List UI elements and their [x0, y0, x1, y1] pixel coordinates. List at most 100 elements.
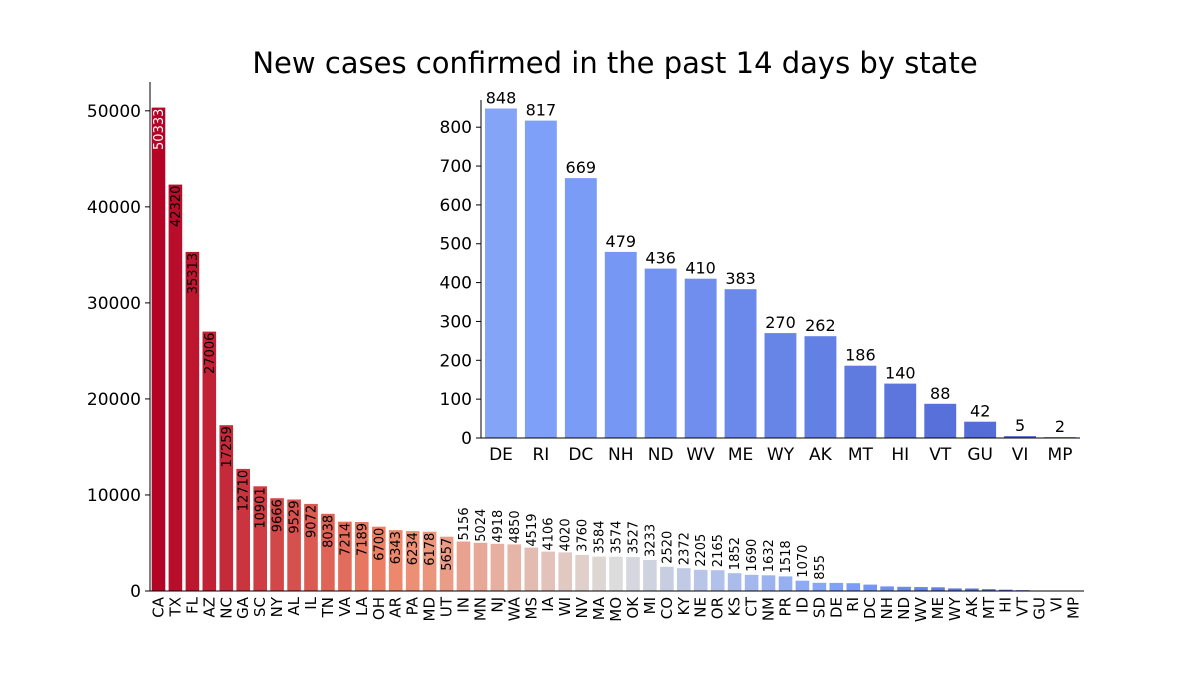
bar-wv	[914, 587, 928, 591]
inset-x-tick-label-dc: DC	[568, 445, 593, 465]
inset-x-tick-label-hi: HI	[891, 445, 909, 465]
bar-ok	[626, 557, 640, 591]
inset-bar-ri	[524, 120, 557, 438]
inset-bar-de	[485, 108, 517, 438]
data-label-ut: 5657	[440, 538, 455, 571]
y-tick-label-10000: 10000	[87, 486, 141, 506]
x-tick-label-nv: NV	[573, 596, 591, 618]
x-tick-label-de: DE	[827, 597, 845, 618]
inset-data-label-hi: 140	[885, 364, 916, 383]
data-label-ne: 2205	[694, 534, 709, 567]
bar-ga	[236, 468, 250, 591]
x-tick-label-md: MD	[421, 597, 439, 622]
bar-ny	[270, 498, 284, 591]
inset-data-label-dc: 669	[566, 158, 597, 177]
inset-data-label-vt: 88	[930, 384, 950, 403]
x-tick-label-sd: SD	[810, 597, 828, 618]
data-label-pr: 1518	[779, 540, 794, 573]
bar-ak	[965, 588, 979, 591]
data-label-pa: 6234	[406, 532, 421, 565]
y-tick-label-30000: 30000	[87, 294, 141, 314]
x-tick-label-nc: NC	[217, 597, 235, 619]
x-tick-label-mp: MP	[1065, 597, 1083, 619]
bar-mn	[473, 542, 488, 591]
inset-x-tick-label-de: DE	[489, 445, 513, 465]
data-label-va: 7214	[338, 523, 353, 556]
inset-bar-nh	[604, 251, 637, 438]
x-tick-label-nh: NH	[878, 597, 896, 620]
bar-la	[355, 522, 369, 591]
inset-data-label-gu: 42	[970, 402, 990, 421]
x-tick-label-pr: PR	[777, 597, 795, 616]
bar-de	[829, 582, 844, 591]
inset-bar-gu	[964, 421, 997, 438]
bar-tn	[321, 513, 335, 591]
bar-ca	[151, 107, 166, 591]
bar-dc	[863, 584, 877, 591]
data-label-ct: 1690	[745, 539, 760, 572]
bar-mo	[609, 556, 623, 591]
bar-sd	[812, 582, 827, 591]
inset-x-tick-label-ri: RI	[532, 445, 549, 465]
data-label-nj: 4918	[491, 510, 506, 543]
inset-data-label-mt: 186	[845, 346, 876, 365]
x-tick-label-ky: KY	[675, 596, 693, 615]
bar-nh	[880, 586, 894, 591]
y-tick-label-40000: 40000	[87, 198, 141, 218]
x-tick-label-nm: NM	[760, 597, 778, 621]
inset-bar-hi	[884, 383, 917, 438]
inset-data-label-mp: 2	[1055, 417, 1065, 436]
data-label-ca: 50333	[152, 109, 167, 150]
inset-y-tick-label-0: 0	[461, 429, 472, 449]
x-tick-label-wa: WA	[505, 596, 523, 621]
x-tick-label-mo: MO	[607, 597, 625, 622]
bar-ar	[388, 530, 403, 591]
data-label-ms: 4519	[525, 514, 540, 547]
bar-hi	[999, 589, 1013, 591]
bar-in	[456, 541, 471, 591]
bar-ct	[744, 574, 759, 591]
x-tick-label-ny: NY	[268, 596, 286, 617]
x-tick-label-ne: NE	[692, 597, 710, 618]
inset-x-tick-label-nd: ND	[648, 445, 674, 465]
inset-x-tick-label-vi: VI	[1012, 445, 1029, 465]
x-tick-label-nj: NJ	[488, 597, 506, 613]
inset-x-tick-label-nh: NH	[608, 445, 634, 465]
x-tick-label-wy: WY	[946, 596, 964, 621]
data-label-mo: 3574	[610, 521, 625, 554]
inset-x-tick-label-mt: MT	[848, 445, 874, 465]
x-tick-label-hi: HI	[997, 597, 1015, 613]
inset-x-tick-label-wv: WV	[686, 445, 715, 465]
bar-ky	[677, 568, 691, 591]
x-tick-label-ok: OK	[624, 596, 642, 619]
x-tick-label-ks: KS	[726, 597, 744, 616]
bar-id	[795, 580, 810, 591]
x-tick-label-ca: CA	[150, 596, 168, 617]
bar-co	[660, 566, 674, 591]
inset-x-tick-label-vt: VT	[929, 445, 952, 465]
inset-bar-wy	[764, 333, 797, 438]
inset-data-label-nd: 436	[645, 249, 676, 268]
inset-x-tick-label-wy: WY	[767, 445, 795, 465]
inset-y-tick-label-800: 800	[440, 118, 472, 138]
data-label-az: 27006	[203, 333, 218, 374]
data-label-ia: 4106	[542, 518, 557, 551]
data-label-fl: 35313	[186, 253, 201, 294]
chart-title: New cases confirmed in the past 14 days …	[252, 46, 978, 80]
x-tick-label-wi: WI	[556, 597, 574, 616]
bar-nm	[761, 575, 776, 591]
bar-ne	[693, 569, 708, 591]
x-tick-label-in: IN	[455, 597, 473, 613]
x-tick-label-nd: ND	[895, 597, 913, 620]
inset-bar-mt	[844, 365, 877, 438]
x-tick-label-la: LA	[353, 596, 371, 616]
data-label-id: 1070	[796, 545, 811, 578]
bar-az	[202, 331, 217, 591]
bar-va	[338, 521, 352, 591]
bar-md	[422, 531, 437, 591]
x-tick-label-pa: PA	[404, 596, 422, 615]
data-label-mi: 3233	[643, 524, 658, 557]
inset-bar-wv	[684, 278, 717, 438]
x-tick-label-co: CO	[658, 597, 676, 619]
